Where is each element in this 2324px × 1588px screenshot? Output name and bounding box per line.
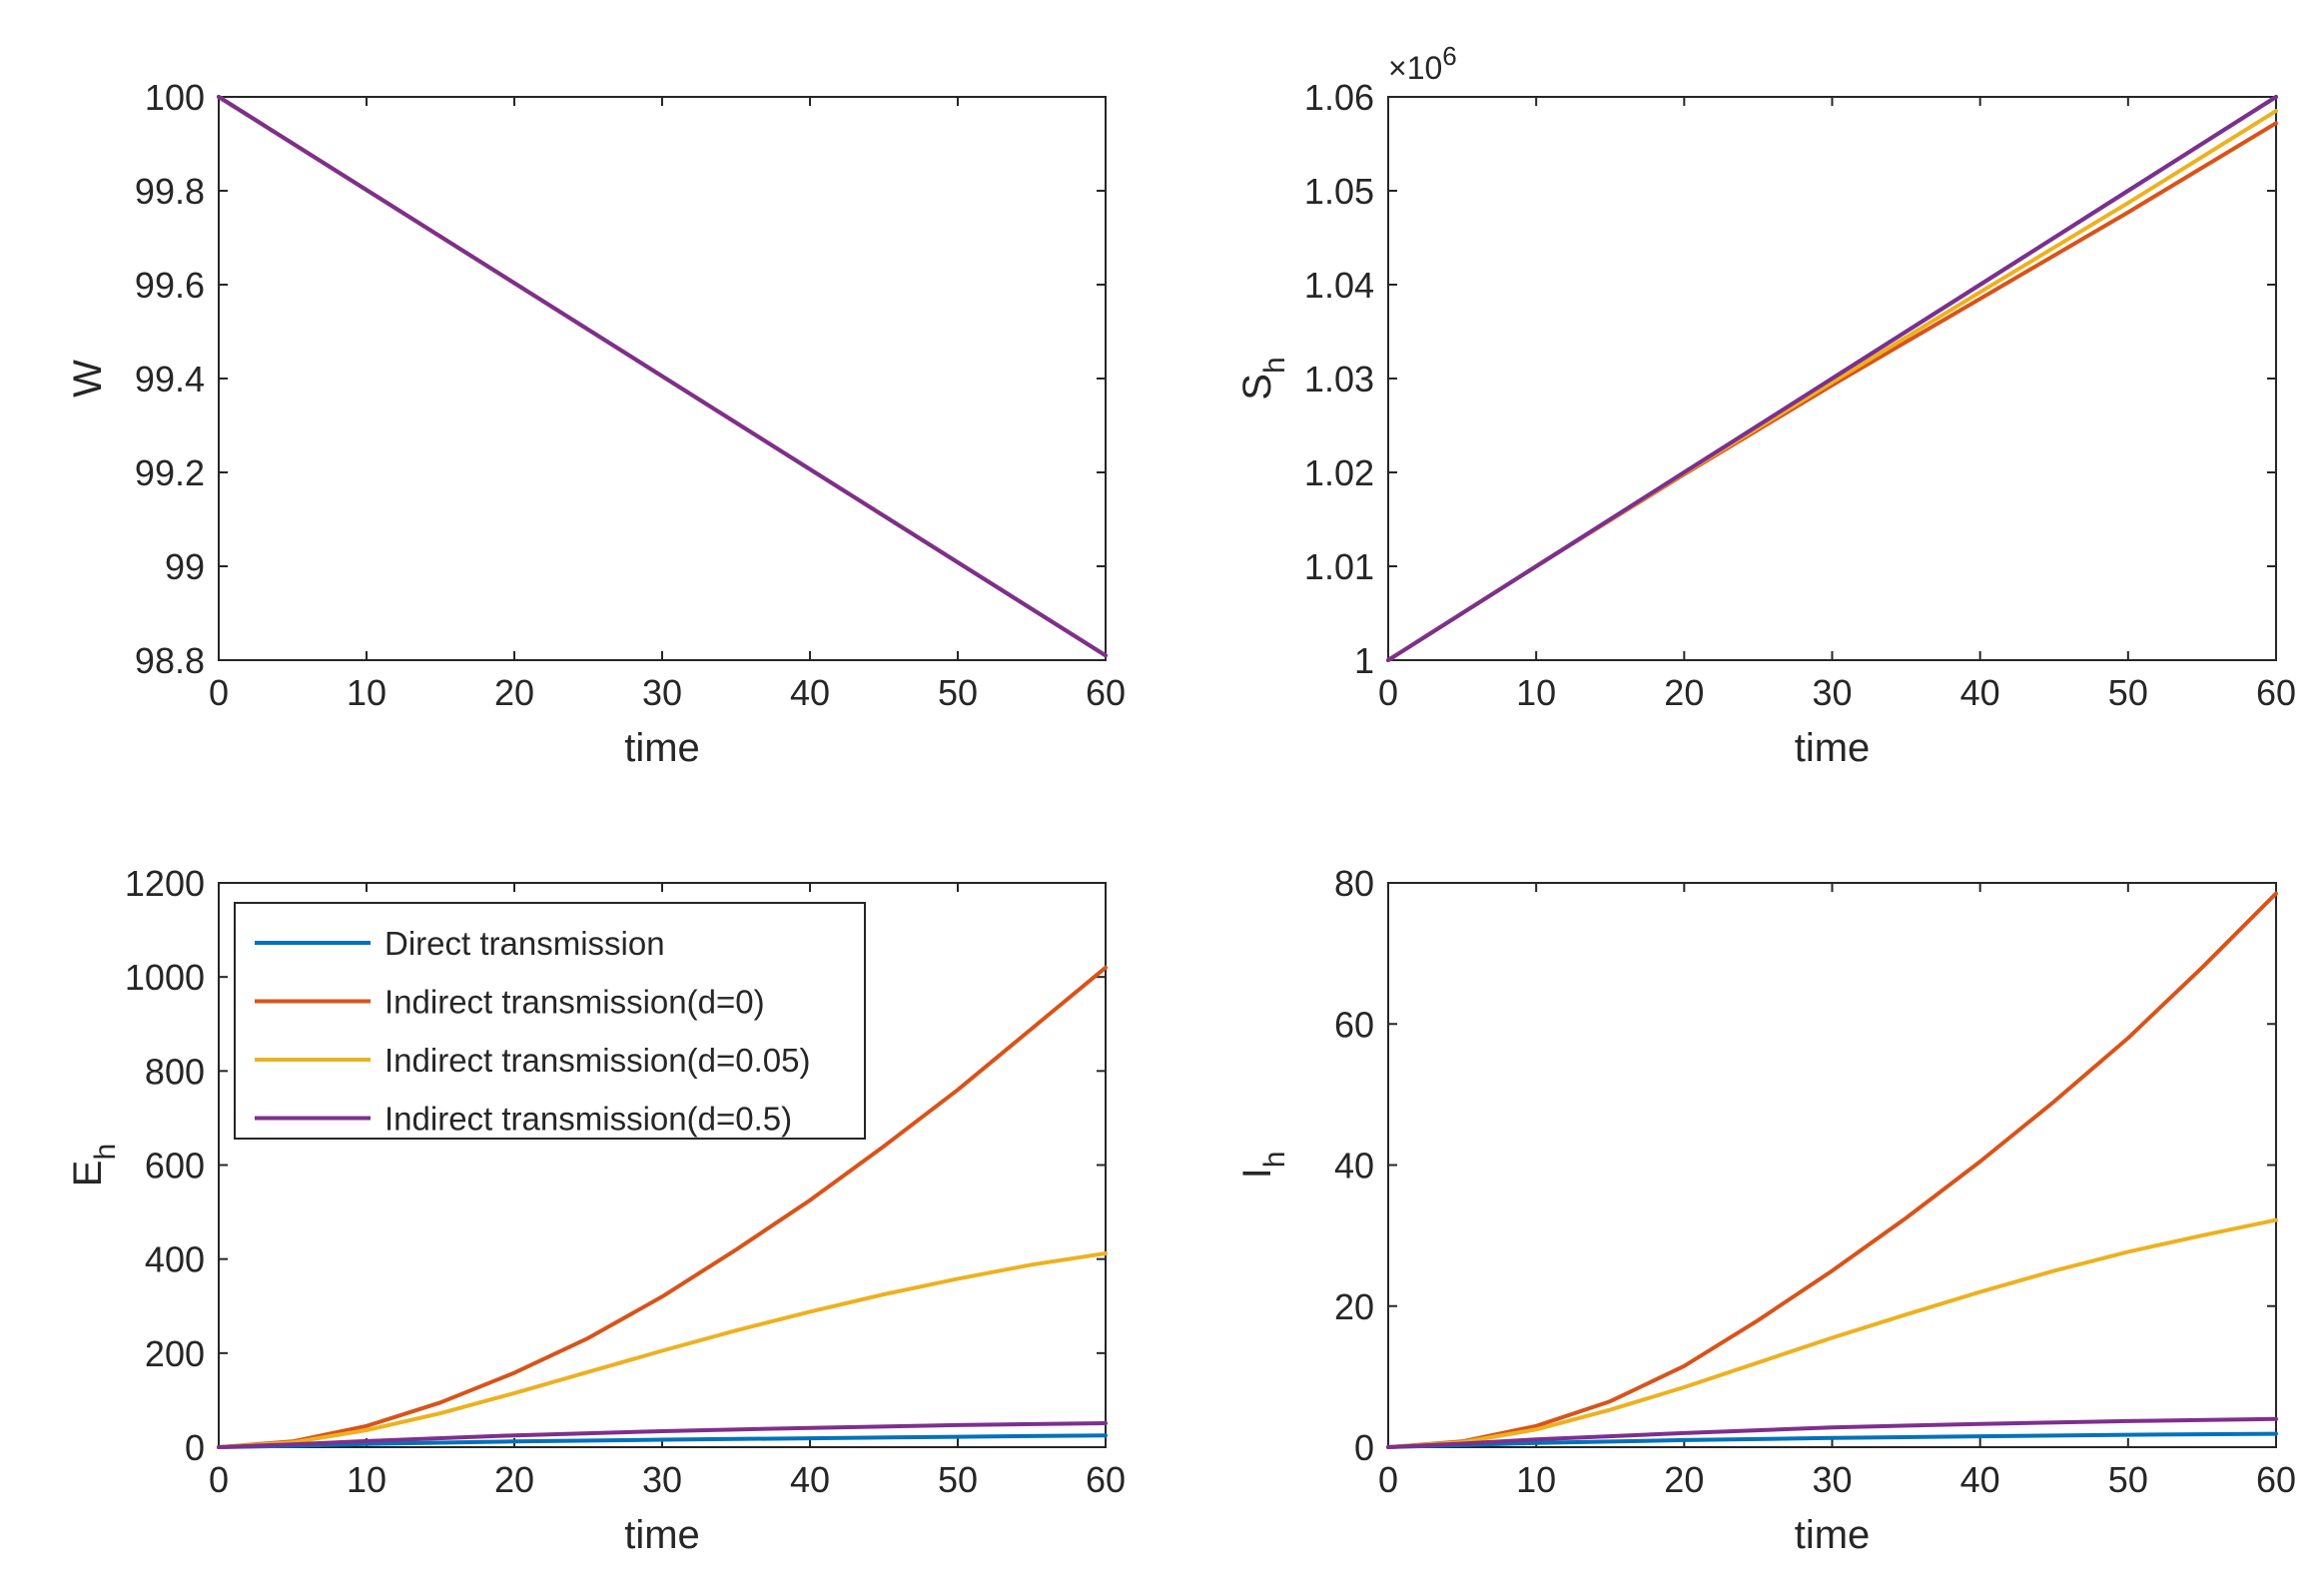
- y-axis-label-subscript: h: [1258, 1152, 1291, 1169]
- series-line-3: [1386, 95, 2278, 662]
- y-tick-label: 20: [1334, 1286, 1374, 1327]
- y-tick-label: 200: [145, 1333, 205, 1374]
- y-tick-label: 99.4: [135, 359, 205, 399]
- x-tick-label: 30: [642, 672, 682, 713]
- y-tick-label: 1000: [125, 957, 205, 998]
- y-axis-label-main: I: [1235, 1168, 1279, 1179]
- x-tick-label: 40: [1960, 672, 2000, 713]
- x-tick-label: 0: [209, 672, 229, 713]
- y-tick-label: 1.01: [1304, 546, 1374, 587]
- series-line-1: [1386, 121, 2278, 662]
- y-tick-label: 99: [165, 546, 205, 587]
- x-axis-label: time: [1795, 726, 1871, 770]
- y-tick-label: 99.8: [135, 171, 205, 212]
- y-tick-label: 1.02: [1304, 452, 1374, 493]
- x-axis-label: time: [1795, 1513, 1871, 1557]
- x-tick-label: 50: [2108, 1459, 2148, 1500]
- axes-box: [1387, 882, 2277, 1448]
- x-tick-label: 60: [1086, 1459, 1126, 1500]
- x-tick-label: 60: [1086, 672, 1126, 713]
- y-axis-label-subscript: h: [1258, 357, 1291, 374]
- x-tick-label: 20: [1664, 1459, 1704, 1500]
- y-tick-label: 0: [185, 1427, 205, 1468]
- y-tick-label: 100: [145, 77, 205, 118]
- y-axis-label-main: S: [1235, 374, 1279, 400]
- y-tick-label: 98.8: [135, 640, 205, 681]
- subplot-eh: 0 10 20 30 40 50 60020040060080010001200timeEh…: [66, 863, 1126, 1557]
- series-line-2: [217, 1251, 1108, 1449]
- y-tick-label: 1.04: [1304, 265, 1374, 306]
- series-line-2: [1386, 1217, 2278, 1449]
- x-tick-label: 0: [209, 1459, 229, 1500]
- x-tick-label: 60: [2256, 1459, 2296, 1500]
- y-tick-label: 80: [1334, 863, 1374, 904]
- x-tick-label: 30: [1812, 1459, 1852, 1500]
- series-line-3: [1386, 1416, 2278, 1449]
- y-axis-label: Ih: [1235, 1152, 1291, 1180]
- series-line-3: [217, 1421, 1108, 1449]
- x-tick-label: 10: [347, 1459, 387, 1500]
- x-tick-label: 0: [1378, 672, 1398, 713]
- x-tick-label: 10: [347, 672, 387, 713]
- y-tick-label: 99.2: [135, 452, 205, 493]
- subplot-w: 0 10 20 30 40 50 60 98.8 99 99.2 99.4 99.6 99.8 100 ti…: [66, 77, 1126, 770]
- legend: Direct transmission Indirect transmission…: [234, 902, 866, 1140]
- x-tick-label: 30: [642, 1459, 682, 1500]
- y-tick-label: 99.6: [135, 265, 205, 306]
- x-tick-label: 20: [494, 1459, 534, 1500]
- exponent-base: ×10: [1388, 50, 1442, 86]
- x-tick-label: 10: [1516, 1459, 1556, 1500]
- x-tick-label: 50: [938, 672, 978, 713]
- y-tick-label: 40: [1334, 1146, 1374, 1187]
- legend-label: Indirect transmission(d=0.5): [385, 1101, 792, 1138]
- series-line-1: [1386, 891, 2278, 1449]
- x-tick-label: 0: [1378, 1459, 1398, 1500]
- y-axis-label: Sh: [1235, 357, 1291, 399]
- legend-label: Indirect transmission(d=0.05): [385, 1042, 810, 1079]
- y-tick-label: 600: [145, 1146, 205, 1187]
- y-tick-label: 1: [1354, 640, 1374, 681]
- x-tick-label: 30: [1812, 672, 1852, 713]
- legend-label: Indirect transmission(d=0): [385, 984, 765, 1021]
- x-tick-label: 60: [2256, 672, 2296, 713]
- y-tick-label: 0: [1354, 1427, 1374, 1468]
- y-tick-label: 1.03: [1304, 359, 1374, 399]
- y-axis-label: Eh: [66, 1144, 122, 1187]
- y-axis-label-subscript: h: [89, 1144, 122, 1161]
- y-axis-label: W: [66, 360, 110, 397]
- x-tick-label: 50: [938, 1459, 978, 1500]
- x-tick-label: 50: [2108, 672, 2148, 713]
- x-axis-label: time: [624, 1513, 700, 1557]
- legend-label: Direct transmission: [385, 925, 665, 962]
- series-line-3: [217, 95, 1108, 658]
- subplot-sh: 0 10 20 30 40 50 60 1 1.01 1.02 1.03 1.04 1.05 1.06 ti…: [1235, 41, 2296, 770]
- exponent-power: 6: [1442, 41, 1456, 71]
- x-tick-label: 20: [494, 672, 534, 713]
- x-tick-label: 20: [1664, 672, 1704, 713]
- y-axis-label-main: W: [66, 360, 110, 397]
- subplot-ih: 0 10 20 30 40 50 60 0 20 40 60 80 time Ih: [1235, 863, 2296, 1557]
- x-axis-label: time: [624, 726, 700, 770]
- y-tick-label: 800: [145, 1051, 205, 1092]
- x-tick-label: 10: [1516, 672, 1556, 713]
- x-tick-label: 40: [1960, 1459, 2000, 1500]
- x-tick-label: 40: [790, 672, 830, 713]
- y-tick-label: 1.06: [1304, 77, 1374, 118]
- y-tick-label: 1200: [125, 863, 205, 904]
- y-tick-label: 400: [145, 1239, 205, 1280]
- y-tick-label: 60: [1334, 1004, 1374, 1045]
- x-tick-label: 40: [790, 1459, 830, 1500]
- axis-exponent-label: ×106: [1388, 41, 1457, 86]
- series-line-1: [217, 965, 1108, 1449]
- y-tick-label: 1.05: [1304, 171, 1374, 212]
- y-axis-label-main: E: [66, 1161, 110, 1188]
